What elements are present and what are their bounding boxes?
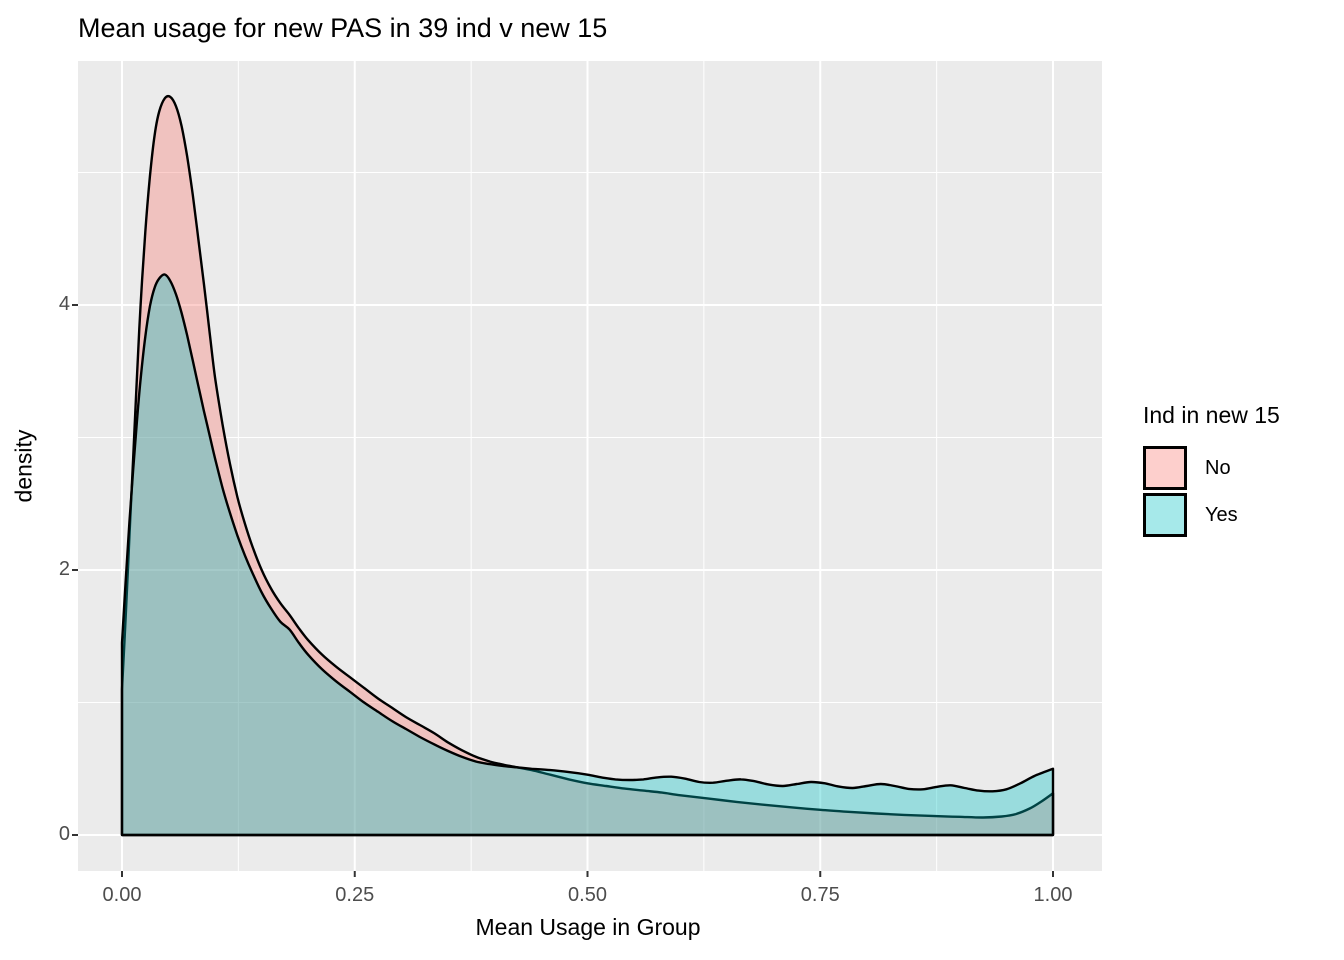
chart-title: Mean usage for new PAS in 39 ind v new 1… bbox=[78, 13, 608, 43]
x-tick-label: 1.00 bbox=[1033, 884, 1073, 906]
density-area-yes bbox=[120, 273, 1055, 837]
plot-svg bbox=[72, 61, 1102, 877]
x-axis-title: Mean Usage in Group bbox=[475, 914, 701, 940]
x-tick-label: 0.75 bbox=[800, 884, 840, 906]
legend-swatch-yes bbox=[1143, 493, 1187, 537]
legend: Ind in new 15 No Yes bbox=[1143, 402, 1280, 540]
density-area-no bbox=[120, 94, 1055, 837]
x-tick-label: 0.50 bbox=[568, 884, 607, 906]
legend-entry-no: No bbox=[1143, 446, 1280, 490]
plot-panel bbox=[72, 61, 1102, 877]
legend-entry-yes: Yes bbox=[1143, 493, 1280, 537]
y-axis-title: density bbox=[10, 429, 37, 503]
y-tick-label: 2 bbox=[58, 558, 70, 580]
x-tick-label: 0.25 bbox=[335, 884, 375, 906]
legend-title: Ind in new 15 bbox=[1143, 402, 1280, 428]
legend-swatch-no bbox=[1143, 446, 1187, 490]
y-tick-label: 4 bbox=[58, 293, 70, 315]
y-tick-label: 0 bbox=[58, 823, 70, 845]
legend-label-yes: Yes bbox=[1205, 503, 1238, 526]
x-tick-label: 0.00 bbox=[102, 884, 142, 906]
legend-label-no: No bbox=[1205, 456, 1231, 479]
